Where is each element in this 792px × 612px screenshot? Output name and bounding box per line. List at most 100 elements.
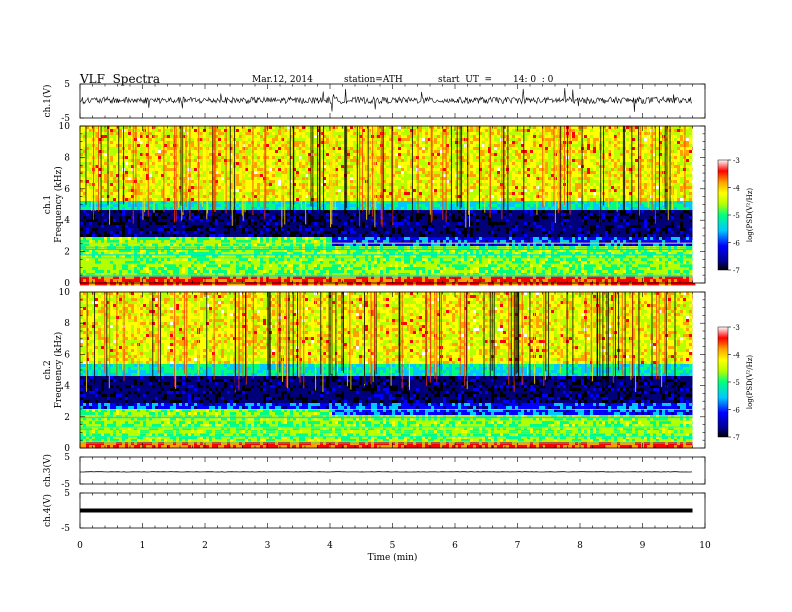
ch1-spec-cell: [116, 276, 120, 280]
ch1-spec-cell: [230, 237, 234, 241]
ch1-spec-cell: [110, 153, 114, 157]
ch1-spec-cell: [245, 249, 249, 253]
ch1-spec-cell: [308, 174, 312, 178]
ch1-spec-cell: [257, 228, 261, 232]
ch1-spec-cell: [128, 267, 132, 271]
ch1-spec-cell: [278, 267, 282, 271]
ch1-spec-cell: [185, 138, 189, 142]
ch1-spec-cell: [167, 156, 171, 160]
ch1-spec-cell: [197, 267, 201, 271]
ch1-spec-cell: [245, 189, 249, 193]
ch1-spec-cell: [185, 261, 189, 265]
ch1-spec-cell: [203, 162, 207, 166]
ch1-spec-cell: [335, 162, 339, 166]
ch1-spec-cell: [209, 216, 213, 220]
ch1-spec-cell: [212, 195, 216, 199]
ch1-spec-cell: [158, 150, 162, 154]
ch1-spec-cell: [248, 282, 252, 286]
ch1-spec-cell: [254, 282, 258, 286]
ch1-spec-cell: [182, 174, 186, 178]
ch1-spec-cell: [314, 156, 318, 160]
ch1-spec-cell: [347, 195, 351, 199]
ch1-spec-cell: [353, 147, 357, 151]
ch1-spec-cell: [269, 141, 273, 145]
ch1-spec-cell: [140, 150, 144, 154]
ch1-spec-cell: [104, 225, 108, 229]
ch1-spec-cell: [116, 165, 120, 169]
ch1-spec-cell: [293, 219, 297, 223]
ch1-spec-cell: [134, 267, 138, 271]
ch1-spec-cell: [239, 261, 243, 265]
ch1-spec-cell: [161, 213, 165, 217]
ch1-spec-cell: [248, 165, 252, 169]
ch1-spec-cell: [164, 132, 168, 136]
ch1-spec-cell: [170, 225, 174, 229]
ch1-spec-cell: [146, 225, 150, 229]
ch1-spec-cell: [140, 219, 144, 223]
ch1-spec-cell: [140, 279, 144, 283]
ch1-spec-cell: [347, 210, 351, 214]
ch1-spec-cell: [323, 192, 327, 196]
ch1-spec-cell: [104, 267, 108, 271]
ch1-spec-cell: [254, 183, 258, 187]
ch1-spec-cell: [260, 261, 264, 265]
ch1-spec-cell: [275, 186, 279, 190]
ch1-spec-cell: [203, 189, 207, 193]
ch1-spec-cell: [239, 201, 243, 205]
ch1-spec-cell: [281, 267, 285, 271]
ch1-spec-cell: [242, 270, 246, 274]
ch1-spec-cell: [323, 186, 327, 190]
ch1-spec-cell: [359, 237, 363, 241]
ch1-spec-cell: [254, 204, 258, 208]
ch1-spec-cell: [119, 216, 123, 220]
ch1-spec-cell: [200, 141, 204, 145]
ch1-spec-cell: [146, 282, 150, 286]
ch1-spec-cell: [326, 129, 330, 133]
ch1-spec-cell: [296, 228, 300, 232]
ch1-spec-cell: [281, 234, 285, 238]
ch1-spec-cell: [287, 138, 291, 142]
ch1-spec-cell: [359, 270, 363, 274]
ch1-spec-cell: [314, 165, 318, 169]
ch1-spec-cell: [296, 186, 300, 190]
ch1-spec-cell: [209, 213, 213, 217]
ch1-spec-cell: [131, 264, 135, 268]
ch1-spec-cell: [218, 165, 222, 169]
ch1-spec-cell: [152, 231, 156, 235]
ch1-spec-cell: [353, 171, 357, 175]
ch1-spec-cell: [347, 270, 351, 274]
ch1-spec-cell: [230, 249, 234, 253]
ch1-spec-cell: [290, 228, 294, 232]
ch1-spec-cell: [308, 255, 312, 259]
ch1-spec-cell: [200, 231, 204, 235]
ch1-spec-cell: [176, 204, 180, 208]
ch1-spec-cell: [209, 156, 213, 160]
ch1-spec-cell: [317, 252, 321, 256]
ch1-spec-cell: [335, 267, 339, 271]
ch1-spec-cell: [104, 204, 108, 208]
ch1-spec-cell: [332, 219, 336, 223]
ch1-spec-cell: [137, 174, 141, 178]
ch1-spec-cell: [341, 231, 345, 235]
ch1-spec-cell: [119, 144, 123, 148]
ch1-spec-cell: [290, 231, 294, 235]
ch1-spec-cell: [272, 192, 276, 196]
ch1-spec-cell: [347, 252, 351, 256]
ch1-spec-cell: [257, 234, 261, 238]
ch1-spec-cell: [347, 267, 351, 271]
ch1-spec-cell: [113, 138, 117, 142]
ch1-spec-cell: [281, 147, 285, 151]
ch1-spec-cell: [293, 138, 297, 142]
ch1-spec-cell: [86, 192, 90, 196]
ch1-spec-cell: [302, 183, 306, 187]
ch1-spec-cell: [164, 192, 168, 196]
ch1-spec-cell: [119, 171, 123, 175]
ch1-spec-cell: [338, 258, 342, 262]
ch1-spec-cell: [185, 213, 189, 217]
ch1-spec-cell: [182, 147, 186, 151]
ch1-spec-cell: [290, 192, 294, 196]
ch1-spec-cell: [101, 195, 105, 199]
ch1-spec-cell: [194, 156, 198, 160]
ch1-spec-cell: [224, 231, 228, 235]
ch1-spec-cell: [275, 132, 279, 136]
